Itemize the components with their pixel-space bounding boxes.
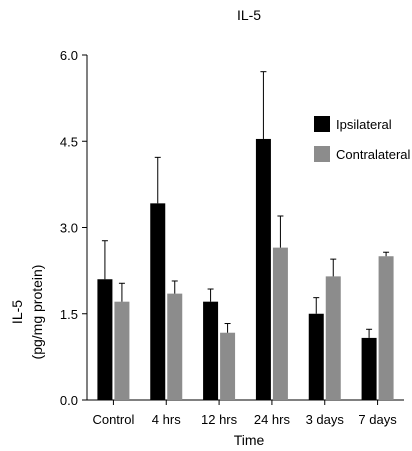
y-axis-label-line1: IL-5 [9,300,25,324]
y-tick-label: 4.5 [60,134,78,149]
x-tick-label: 4 hrs [152,412,181,427]
bar-ipsilateral [203,301,219,400]
bar-contralateral [220,332,236,400]
y-axis-label: IL-5 (pg/mg protein) [9,265,45,360]
bar-contralateral [378,256,394,400]
bar-ipsilateral [361,337,377,400]
x-axis-label: Time [234,432,265,448]
bar-contralateral [272,247,288,400]
plot-area: 0.0 1.5 3.0 4.5 6.0 Control 4 hrs 12 hrs 24 hrs 3… [60,48,404,427]
x-tick-label: Control [92,412,134,427]
y-tick-label: 0.0 [60,393,78,408]
legend-swatch-contralateral [314,146,330,162]
x-tick-label: 12 hrs [201,412,238,427]
y-tick-label: 1.5 [60,307,78,322]
bar-contralateral [114,301,130,400]
y-tick-label: 3.0 [60,221,78,236]
x-tick-label: 24 hrs [254,412,291,427]
y-axis-label-line2: (pg/mg protein) [29,265,45,360]
legend-swatch-ipsilateral [314,116,330,132]
legend-label-contralateral: Contralateral [336,147,411,162]
bar-ipsilateral [255,138,271,400]
bar-ipsilateral [150,203,166,400]
bar-ipsilateral [308,313,324,400]
bar-contralateral [167,293,183,400]
legend-label-ipsilateral: Ipsilateral [336,117,392,132]
x-tick-label: 3 days [306,412,345,427]
bar-contralateral [325,276,341,400]
bar-ipsilateral [97,279,113,400]
legend: Ipsilateral Contralateral [314,116,411,162]
x-tick-label: 7 days [358,412,397,427]
chart-title: IL-5 [237,7,261,23]
y-tick-label: 6.0 [60,48,78,63]
